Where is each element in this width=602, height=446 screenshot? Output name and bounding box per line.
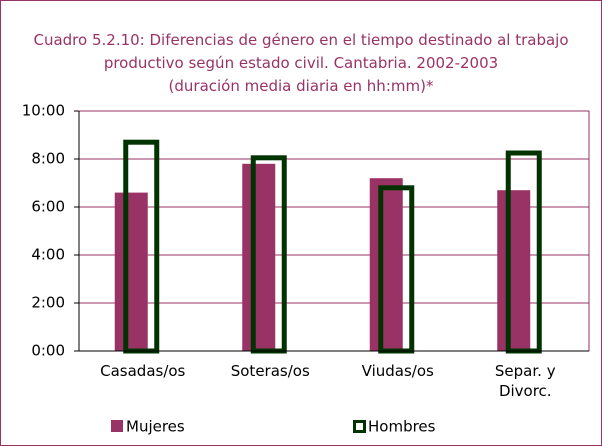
bar	[369, 178, 403, 351]
x-tick-label: Separ. y Divorc.	[494, 362, 556, 400]
legend-swatch	[353, 420, 366, 433]
legend-swatch	[111, 420, 123, 432]
y-tick-label: 4:00	[31, 246, 65, 264]
y-tick-label: 8:00	[31, 150, 65, 168]
chart-title: Cuadro 5.2.10: Diferencias de género en …	[33, 31, 569, 72]
legend-label: Hombres	[368, 418, 436, 436]
y-tick-label: 0:00	[31, 342, 65, 360]
y-tick-label: 2:00	[31, 294, 65, 312]
legend-label: Mujeres	[126, 418, 185, 436]
bar	[497, 190, 531, 351]
y-tick-label: 6:00	[31, 198, 65, 216]
y-tick-label: 10:00	[22, 102, 65, 120]
bar	[242, 163, 276, 351]
bar	[114, 192, 148, 351]
x-tick-label: Casadas/os	[100, 362, 186, 380]
chart-subtitle: (duración media diaria en hh:mm)*	[168, 77, 434, 95]
x-tick-label: Viudas/os	[361, 362, 434, 380]
x-tick-label: Soteras/os	[230, 362, 310, 380]
